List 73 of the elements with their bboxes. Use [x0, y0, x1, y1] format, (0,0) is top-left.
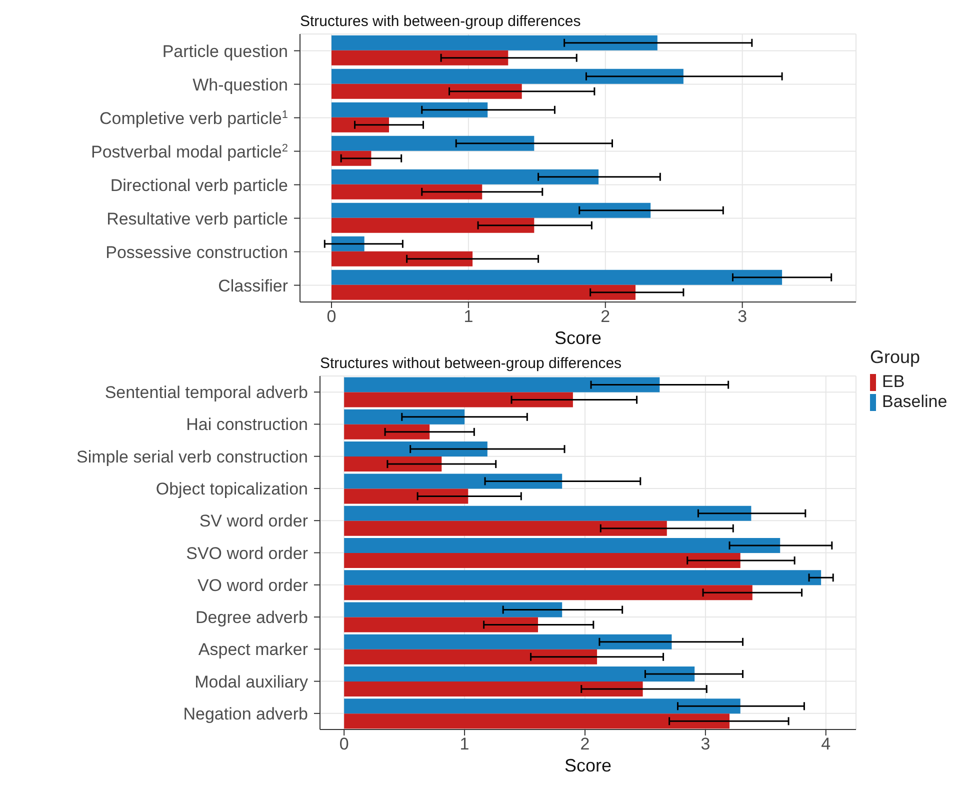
- x-tick-label: 2: [600, 307, 610, 326]
- x-tick-label: 2: [580, 734, 590, 754]
- bar: [344, 552, 740, 568]
- bar: [332, 150, 372, 166]
- y-tick-label: Simple serial verb construction: [76, 447, 308, 466]
- bar: [344, 585, 752, 600]
- x-tick-label: 0: [326, 307, 336, 326]
- bar: [331, 270, 782, 285]
- bar: [331, 251, 473, 266]
- bar: [344, 634, 672, 650]
- y-tick-label: Possessive construction: [106, 242, 288, 262]
- bar: [344, 698, 740, 714]
- bar: [344, 392, 573, 408]
- bar: [344, 377, 660, 392]
- y-tick-label: Completive verb particle$^{1}$: [100, 108, 288, 128]
- bar: [344, 474, 562, 489]
- bar: [332, 284, 636, 300]
- bar: [332, 68, 684, 84]
- bar: [344, 617, 538, 632]
- legend-label: EB: [881, 372, 906, 392]
- bar: [344, 409, 465, 424]
- x-tick-label: 1: [464, 307, 474, 326]
- y-tick-label: Hai construction: [186, 415, 308, 434]
- y-tick-label: SV word order: [199, 512, 308, 531]
- bar: [332, 35, 658, 50]
- bar: [344, 456, 442, 472]
- x-axis-title: Score: [564, 756, 612, 776]
- bar: [332, 218, 534, 233]
- bar: [344, 520, 667, 536]
- bar: [332, 184, 482, 200]
- x-tick-label: 3: [700, 734, 710, 754]
- chart-title: Structures with between-group differences: [300, 12, 582, 32]
- bar: [332, 117, 390, 132]
- x-tick-label: 4: [821, 734, 831, 754]
- bar: [344, 488, 468, 504]
- x-tick-label: 3: [738, 307, 748, 326]
- y-tick-label: Resultative verb particle: [106, 209, 288, 228]
- bar: [344, 602, 562, 618]
- legend-title: Group: [870, 347, 922, 368]
- y-tick-label: Negation adverb: [183, 704, 308, 724]
- bar: [344, 538, 780, 553]
- bar: [344, 570, 822, 586]
- bar: [332, 236, 364, 252]
- y-tick-label: Particle question: [162, 42, 288, 61]
- bar: [344, 666, 695, 682]
- bar: [344, 714, 730, 729]
- legend-label: Baseline: [881, 392, 948, 412]
- bar: [332, 50, 508, 66]
- chart-title: Structures without between-group differences: [320, 355, 622, 372]
- bar: [344, 506, 752, 521]
- y-tick-label: Modal auxiliary: [194, 672, 308, 692]
- bar: [331, 169, 599, 184]
- y-tick-label: Wh-question: [192, 75, 288, 94]
- y-tick-label: Degree adverb: [196, 608, 308, 628]
- y-tick-label: Aspect marker: [198, 640, 308, 660]
- y-tick-label: SVO word order: [186, 544, 308, 563]
- y-tick-label: Postverbal modal particle$^{2}$: [91, 142, 288, 162]
- x-axis-title: Score: [554, 328, 602, 348]
- x-tick-label: 1: [460, 734, 470, 754]
- bar: [344, 442, 488, 457]
- bar: [332, 84, 522, 99]
- y-tick-label: Directional verb particle: [110, 176, 288, 195]
- bar: [332, 202, 651, 218]
- y-tick-label: VO word order: [197, 576, 308, 595]
- bar: [332, 102, 488, 118]
- y-tick-label: Classifier: [218, 276, 288, 296]
- bar: [344, 424, 430, 440]
- y-tick-label: Object topicalization: [156, 479, 308, 498]
- bar: [332, 136, 534, 151]
- bar: [344, 682, 643, 697]
- y-tick-label: Sentential temporal adverb: [104, 383, 308, 402]
- bar: [344, 649, 598, 664]
- x-tick-label: 0: [339, 734, 349, 754]
